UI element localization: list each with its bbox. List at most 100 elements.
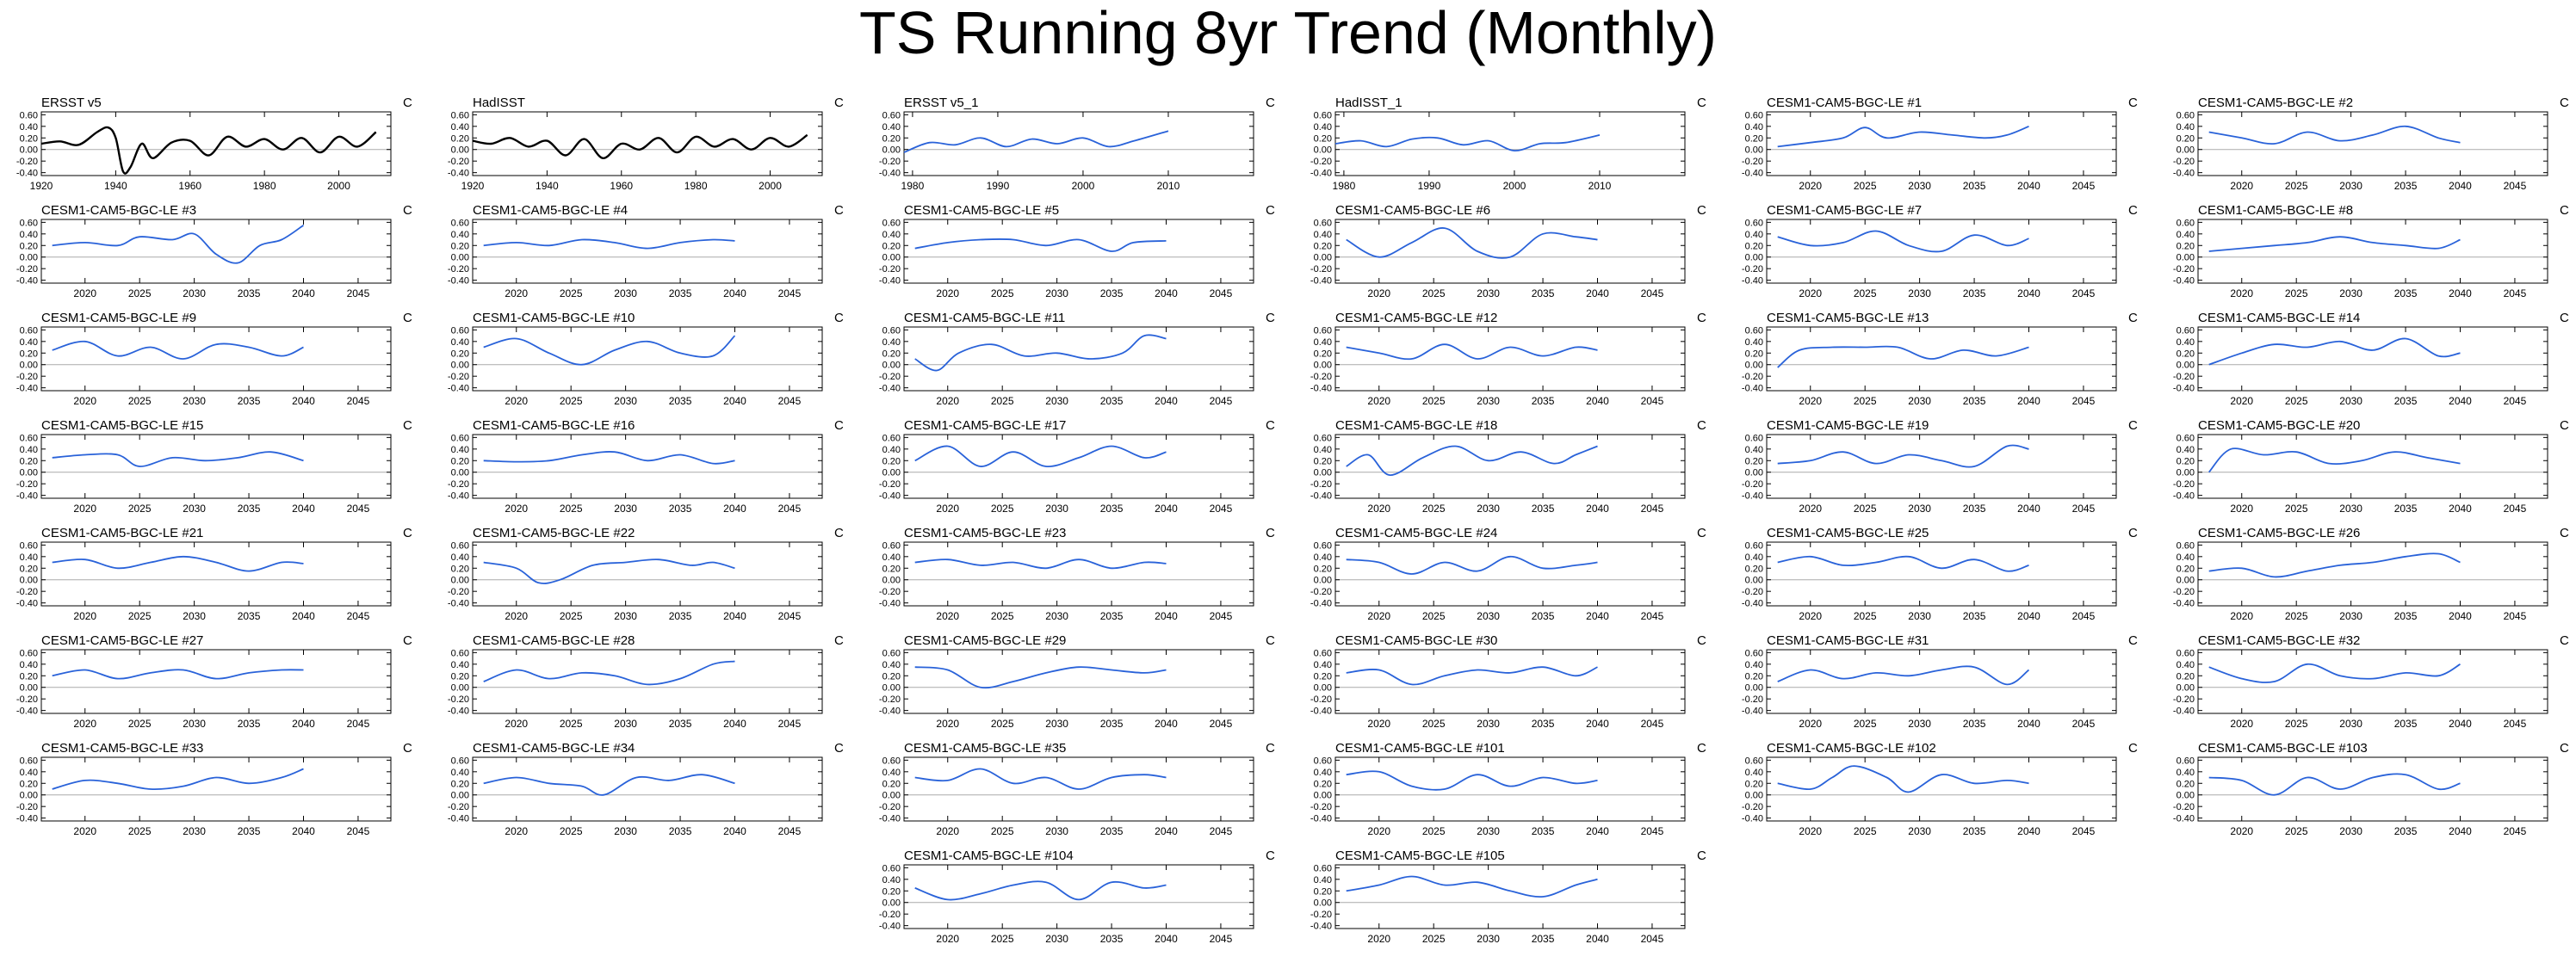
y-tick-label: 0.60 bbox=[1314, 863, 1332, 873]
y-tick-label: -0.40 bbox=[16, 169, 38, 179]
panel-unit: C bbox=[834, 203, 844, 218]
y-tick-label: 0.60 bbox=[20, 325, 38, 336]
x-tick-label: 2040 bbox=[292, 503, 315, 515]
x-tick-label: 2030 bbox=[2339, 180, 2362, 192]
y-tick-label: -0.40 bbox=[16, 384, 38, 394]
panel-title: CESM1-CAM5-BGC-LE #3 bbox=[41, 203, 196, 218]
y-tick-label: 0.20 bbox=[882, 671, 901, 682]
x-tick-label: 2035 bbox=[1100, 610, 1124, 622]
chart-panel: CESM1-CAM5-BGC-LE #101 C0.600.400.200.00-… bbox=[1310, 741, 1706, 837]
chart-panel: CESM1-CAM5-BGC-LE #12 C0.600.400.200.00-0… bbox=[1310, 311, 1706, 407]
x-tick-label: 2020 bbox=[1367, 395, 1390, 407]
plot-frame bbox=[40, 649, 392, 714]
y-tick-label: -0.40 bbox=[879, 276, 901, 287]
y-tick-label: 0.60 bbox=[882, 110, 901, 120]
x-tick-label: 2040 bbox=[1155, 933, 1178, 945]
x-tick-label: 2040 bbox=[1586, 395, 1609, 407]
x-tick-label: 2045 bbox=[1641, 610, 1664, 622]
x-tick-label: 2030 bbox=[2339, 718, 2362, 730]
panel-title: CESM1-CAM5-BGC-LE #29 bbox=[904, 633, 1066, 648]
y-tick-label: -0.20 bbox=[16, 157, 38, 167]
panel-unit: C bbox=[403, 741, 412, 756]
x-tick-label: 2045 bbox=[1641, 503, 1664, 515]
panel-unit: C bbox=[1697, 203, 1706, 218]
series-line bbox=[1334, 134, 1601, 152]
plot-frame bbox=[472, 219, 823, 284]
x-tick-label: 2030 bbox=[614, 503, 637, 515]
y-tick-label: 0.40 bbox=[451, 552, 469, 563]
series-line bbox=[472, 133, 808, 159]
series-line bbox=[914, 880, 1167, 901]
y-tick-label: 0.20 bbox=[451, 564, 469, 574]
y-tick-label: 0.20 bbox=[1314, 349, 1332, 359]
x-tick-label: 2025 bbox=[1854, 718, 1877, 730]
series-line bbox=[483, 451, 735, 465]
y-tick-label: -0.20 bbox=[879, 479, 901, 490]
series-line bbox=[1777, 345, 2029, 368]
x-tick-label: 1940 bbox=[536, 180, 559, 192]
plot-frame bbox=[1766, 649, 2117, 714]
x-tick-label: 2020 bbox=[73, 825, 96, 837]
x-tick-label: 2025 bbox=[2285, 395, 2308, 407]
y-tick-label: -0.40 bbox=[448, 599, 469, 609]
y-tick-label: 0.00 bbox=[451, 468, 469, 478]
chart-panel: CESM1-CAM5-BGC-LE #17 C0.600.400.200.00-0… bbox=[879, 418, 1275, 515]
y-tick-label: 0.00 bbox=[2177, 683, 2195, 694]
y-tick-label: -0.20 bbox=[879, 264, 901, 275]
y-tick-label: 0.00 bbox=[882, 361, 901, 371]
y-tick-label: -0.20 bbox=[879, 802, 901, 812]
y-tick-label: 0.20 bbox=[1314, 133, 1332, 144]
y-tick-label: 0.60 bbox=[451, 540, 469, 551]
chart-panel: CESM1-CAM5-BGC-LE #28 C0.600.400.200.00-0… bbox=[448, 633, 844, 730]
series-line bbox=[2208, 337, 2461, 366]
x-tick-label: 2020 bbox=[1799, 610, 1822, 622]
x-tick-label: 2045 bbox=[1210, 287, 1233, 299]
y-tick-label: 0.20 bbox=[451, 671, 469, 682]
y-tick-label: 0.60 bbox=[451, 648, 469, 658]
x-tick-label: 2020 bbox=[505, 287, 528, 299]
y-tick-label: 0.00 bbox=[1314, 898, 1332, 909]
y-tick-label: 0.20 bbox=[20, 564, 38, 574]
plot-frame bbox=[903, 541, 1254, 607]
y-tick-label: 0.20 bbox=[20, 671, 38, 682]
panel-unit: C bbox=[2128, 96, 2138, 110]
panel-title: CESM1-CAM5-BGC-LE #22 bbox=[473, 526, 635, 540]
plot-frame bbox=[2197, 649, 2548, 714]
y-tick-label: 0.20 bbox=[20, 133, 38, 144]
x-tick-label: 2040 bbox=[2449, 718, 2472, 730]
panel-title: CESM1-CAM5-BGC-LE #101 bbox=[1335, 741, 1505, 756]
y-tick-label: 0.60 bbox=[451, 756, 469, 766]
y-tick-label: 0.00 bbox=[2177, 791, 2195, 801]
x-tick-label: 2035 bbox=[669, 718, 692, 730]
x-tick-label: 1940 bbox=[104, 180, 127, 192]
x-tick-label: 2010 bbox=[1588, 180, 1612, 192]
y-tick-label: 0.40 bbox=[451, 445, 469, 455]
y-tick-label: -0.20 bbox=[2173, 694, 2195, 705]
x-tick-label: 2000 bbox=[327, 180, 350, 192]
x-tick-label: 2030 bbox=[1477, 825, 1500, 837]
panel-unit: C bbox=[2560, 311, 2569, 325]
series-line bbox=[1346, 666, 1598, 686]
x-tick-label: 1980 bbox=[1333, 180, 1356, 192]
y-tick-label: -0.20 bbox=[448, 372, 469, 382]
y-tick-label: 0.40 bbox=[1745, 122, 1763, 133]
x-tick-label: 2045 bbox=[1641, 395, 1664, 407]
series-line bbox=[483, 660, 735, 686]
panel-unit: C bbox=[1697, 848, 1706, 863]
y-tick-label: 0.40 bbox=[882, 445, 901, 455]
x-tick-label: 2045 bbox=[2504, 395, 2527, 407]
chart-panel: CESM1-CAM5-BGC-LE #14 C0.600.400.200.00-0… bbox=[2173, 311, 2569, 407]
panel-title: CESM1-CAM5-BGC-LE #8 bbox=[2198, 203, 2353, 218]
x-tick-label: 2020 bbox=[1799, 825, 1822, 837]
panel-title: CESM1-CAM5-BGC-LE #105 bbox=[1335, 848, 1505, 863]
series-line bbox=[1777, 555, 2029, 572]
y-tick-label: 0.60 bbox=[1745, 540, 1763, 551]
y-tick-label: 0.00 bbox=[2177, 468, 2195, 478]
x-tick-label: 2035 bbox=[1963, 180, 1986, 192]
chart-panel: CESM1-CAM5-BGC-LE #21 C0.600.400.200.00-0… bbox=[16, 526, 412, 622]
x-tick-label: 2025 bbox=[1854, 503, 1877, 515]
y-tick-label: 0.40 bbox=[1314, 768, 1332, 778]
x-tick-label: 2035 bbox=[238, 503, 261, 515]
x-tick-label: 2030 bbox=[1477, 395, 1500, 407]
